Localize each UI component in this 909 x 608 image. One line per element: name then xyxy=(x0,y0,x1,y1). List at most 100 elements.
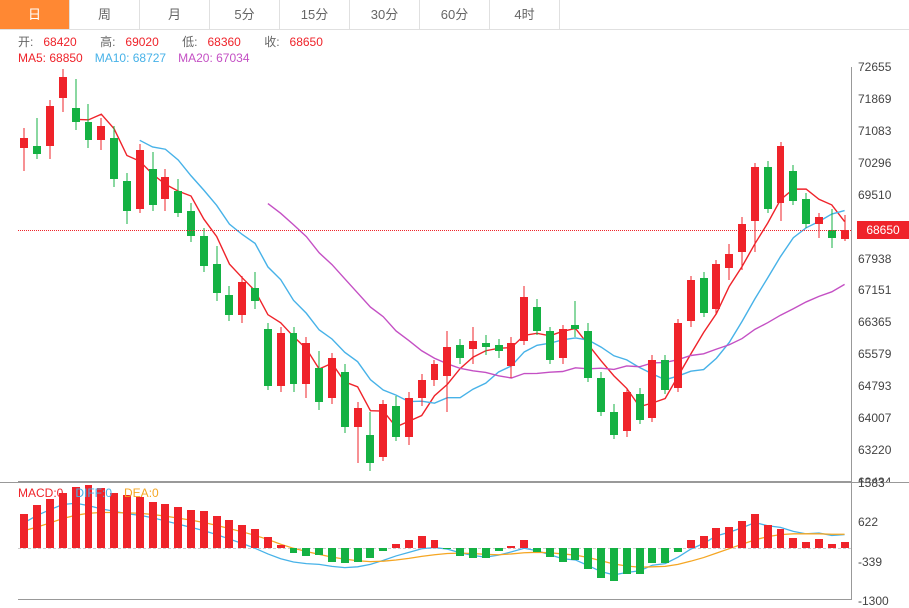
macd-bar xyxy=(661,548,669,564)
candle xyxy=(636,67,644,482)
candle xyxy=(418,67,426,482)
macd-bar xyxy=(251,529,259,547)
macd-bar xyxy=(174,507,182,548)
macd-macd-label: MACD:0 xyxy=(18,486,63,500)
ma20-label: MA20: 67034 xyxy=(178,51,249,65)
macd-bar xyxy=(110,493,118,548)
macd-bar xyxy=(225,520,233,548)
macd-bar xyxy=(725,527,733,548)
macd-bar xyxy=(264,537,272,548)
candle xyxy=(123,67,131,482)
macd-bar xyxy=(584,548,592,570)
tab-日[interactable]: 日 xyxy=(0,0,70,29)
candle xyxy=(777,67,785,482)
candle xyxy=(149,67,157,482)
macd-bar xyxy=(59,493,67,548)
ma-row: MA5: 68850 MA10: 68727 MA20: 67034 xyxy=(0,50,909,67)
macd-bar xyxy=(828,544,836,548)
y-tick: 64793 xyxy=(858,379,891,393)
candle xyxy=(72,67,80,482)
candle xyxy=(238,67,246,482)
macd-y-axis: 1583622-339-1300 xyxy=(851,483,909,600)
tab-30分[interactable]: 30分 xyxy=(350,0,420,29)
tab-周[interactable]: 周 xyxy=(70,0,140,29)
macd-bar xyxy=(469,548,477,558)
candle xyxy=(789,67,797,482)
candle xyxy=(97,67,105,482)
candle xyxy=(187,67,195,482)
y-tick: 72655 xyxy=(858,60,891,74)
tab-月[interactable]: 月 xyxy=(140,0,210,29)
candle xyxy=(264,67,272,482)
macd-bar xyxy=(533,548,541,552)
macd-bar xyxy=(238,525,246,548)
y-tick: 71083 xyxy=(858,124,891,138)
macd-bar xyxy=(33,505,41,548)
candle xyxy=(431,67,439,482)
candle xyxy=(85,67,93,482)
candle xyxy=(738,67,746,482)
candle xyxy=(533,67,541,482)
macd-bar xyxy=(405,540,413,547)
plot-area xyxy=(18,67,851,482)
macd-bar xyxy=(277,545,285,547)
ohlc-row: 开:68420 高:69020 低:68360 收:68650 xyxy=(0,30,909,50)
macd-bar xyxy=(379,548,387,551)
macd-bar xyxy=(700,536,708,547)
candlestick-chart[interactable]: 7265571869710837029669510679386715166365… xyxy=(0,67,909,482)
candle xyxy=(315,67,323,482)
macd-bar xyxy=(366,548,374,559)
macd-zero-line xyxy=(18,548,851,549)
candle xyxy=(674,67,682,482)
macd-bar xyxy=(546,548,554,557)
macd-bar xyxy=(751,514,759,548)
candle xyxy=(559,67,567,482)
ma10-label: MA10: 68727 xyxy=(95,51,166,65)
macd-bar xyxy=(738,521,746,548)
candle xyxy=(584,67,592,482)
macd-y-tick: -339 xyxy=(858,555,882,569)
macd-bar xyxy=(815,539,823,548)
candle xyxy=(802,67,810,482)
y-tick: 70296 xyxy=(858,156,891,170)
macd-bar xyxy=(200,511,208,548)
candle xyxy=(200,67,208,482)
tab-4时[interactable]: 4时 xyxy=(490,0,560,29)
candle xyxy=(302,67,310,482)
open-label: 开:68420 xyxy=(18,35,87,49)
macd-bar xyxy=(136,497,144,547)
candle xyxy=(379,67,387,482)
candle xyxy=(725,67,733,482)
close-label: 收:68650 xyxy=(264,35,333,49)
timeframe-tabs: 日周月5分15分30分60分4时 xyxy=(0,0,909,30)
candle xyxy=(354,67,362,482)
candle xyxy=(546,67,554,482)
tab-60分[interactable]: 60分 xyxy=(420,0,490,29)
tab-15分[interactable]: 15分 xyxy=(280,0,350,29)
candle xyxy=(405,67,413,482)
macd-y-tick: 1583 xyxy=(858,476,885,490)
candle xyxy=(520,67,528,482)
macd-bar xyxy=(315,548,323,555)
macd-bar xyxy=(674,548,682,553)
candle xyxy=(443,67,451,482)
macd-bar xyxy=(764,525,772,548)
macd-bar xyxy=(456,548,464,556)
macd-bar xyxy=(443,548,451,550)
candle xyxy=(482,67,490,482)
candle xyxy=(290,67,298,482)
macd-bar xyxy=(777,529,785,548)
y-tick: 69510 xyxy=(858,188,891,202)
macd-chart[interactable]: MACD:0DIFF:0DEA:0 1583622-339-1300 xyxy=(0,482,909,600)
y-tick: 63220 xyxy=(858,443,891,457)
candle xyxy=(495,67,503,482)
candle xyxy=(751,67,759,482)
current-price-tag: 68650 xyxy=(857,221,909,239)
candle xyxy=(136,67,144,482)
candle xyxy=(251,67,259,482)
candle xyxy=(20,67,28,482)
macd-bar xyxy=(482,548,490,559)
tab-5分[interactable]: 5分 xyxy=(210,0,280,29)
ma5-label: MA5: 68850 xyxy=(18,51,83,65)
candle xyxy=(571,67,579,482)
